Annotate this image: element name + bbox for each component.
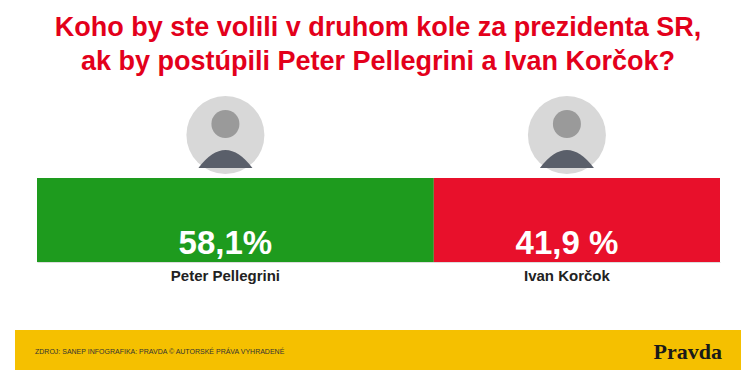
photo-head [553, 110, 581, 138]
data-label: 58,1% [179, 224, 273, 261]
legend-entry: Peter Pellegrini [171, 267, 280, 284]
photo-head [211, 110, 239, 138]
bar-segment [434, 178, 720, 262]
x-axis [38, 262, 721, 263]
chart: Koho by ste volili v druhom kole za prez… [0, 0, 756, 387]
source: ZDROJ: SANEP INFOGRAFIKA: PRAVDA © AUTOR… [35, 347, 285, 355]
title-line: ak by postúpili Peter Pellegrini a Ivan … [81, 46, 675, 76]
photo [528, 96, 606, 174]
axis-line [38, 262, 721, 263]
title-line: Koho by ste volili v druhom kole za prez… [55, 12, 702, 42]
photo-circle [186, 96, 264, 174]
data-label: 41,9 % [516, 224, 619, 261]
photo-body [540, 150, 594, 168]
photo-circle [528, 96, 606, 174]
photo-body [198, 150, 252, 168]
legend-entry: Ivan Korčok [524, 267, 611, 284]
footer-band [15, 330, 741, 370]
title: Koho by ste volili v druhom kole za prez… [55, 12, 702, 76]
photo [186, 96, 264, 174]
bars [37, 178, 720, 262]
logo: Pravda [654, 339, 722, 364]
bar-segment [37, 178, 434, 262]
